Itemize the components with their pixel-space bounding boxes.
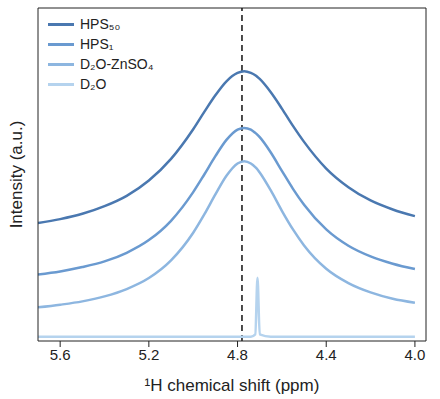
svg-text:4.8: 4.8: [227, 346, 248, 363]
svg-text:Intensity (a.u.): Intensity (a.u.): [7, 121, 26, 229]
html-text:HPS₁: HPS₁: [80, 36, 114, 52]
svg-text:4.0: 4.0: [404, 346, 425, 363]
svg-text:4.4: 4.4: [316, 346, 337, 363]
html-text:D₂O: D₂O: [80, 76, 107, 92]
html-text:D₂O-ZnSO₄: D₂O-ZnSO₄: [80, 56, 154, 72]
svg-text:¹H chemical shift (ppm): ¹H chemical shift (ppm): [145, 376, 320, 395]
svg-text:5.2: 5.2: [138, 346, 159, 363]
svg-text:5.6: 5.6: [50, 346, 71, 363]
html-text:HPS₅₀: HPS₅₀: [80, 16, 121, 32]
